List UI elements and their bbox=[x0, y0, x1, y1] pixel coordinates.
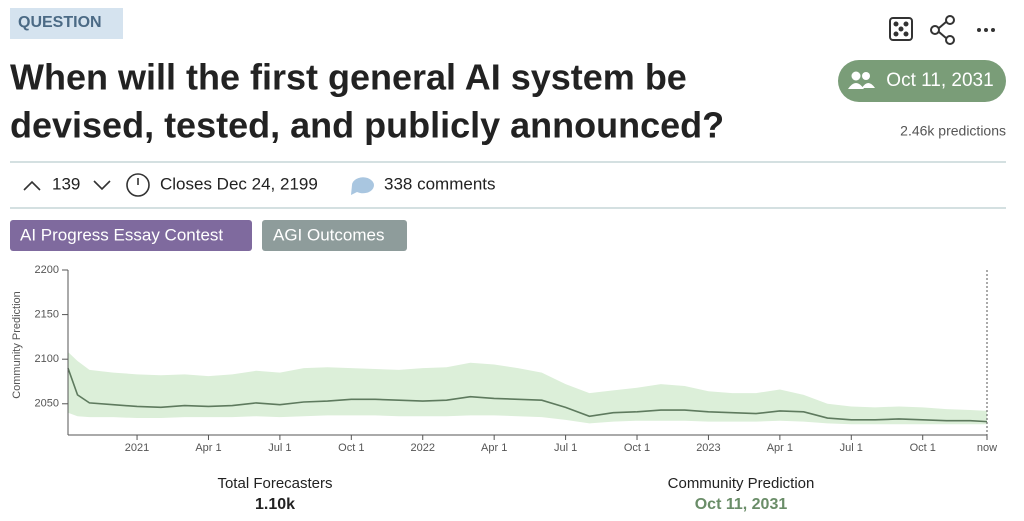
clock-icon bbox=[126, 173, 150, 197]
x-tick-label: Apr 1 bbox=[767, 442, 793, 454]
upvote[interactable] bbox=[23, 180, 41, 191]
stat-label: Total Forecasters bbox=[217, 475, 332, 492]
vote-count: 139 bbox=[52, 174, 80, 193]
y-tick-label: 2150 bbox=[35, 309, 59, 321]
predictions-count: 2.46k predictions bbox=[900, 123, 1006, 139]
question-tag: QUESTION bbox=[18, 14, 102, 31]
tag[interactable]: AI Progress Essay Contest bbox=[20, 225, 223, 244]
tag-bg[interactable] bbox=[262, 220, 407, 251]
comment-icon bbox=[351, 177, 374, 195]
x-tick-label: Jul 1 bbox=[554, 442, 577, 454]
tag-bg[interactable] bbox=[10, 220, 252, 251]
y-tick-label: 2100 bbox=[35, 353, 59, 365]
stat-value: Oct 11, 2031 bbox=[695, 496, 788, 513]
title-line: devised, tested, and publicly announced? bbox=[10, 105, 724, 146]
closes-date: Closes Dec 24, 2199 bbox=[160, 174, 318, 193]
x-tick-label: 2022 bbox=[411, 442, 435, 454]
pill-value: Oct 11, 2031 bbox=[886, 70, 993, 91]
stat-value: 1.10k bbox=[255, 496, 295, 513]
people-icon bbox=[848, 71, 875, 89]
x-tick-label: Oct 1 bbox=[624, 442, 650, 454]
prediction-pill bbox=[838, 60, 1006, 102]
x-tick-label: Apr 1 bbox=[195, 442, 221, 454]
share-icon[interactable] bbox=[930, 15, 955, 45]
y-tick-label: 2200 bbox=[35, 264, 59, 276]
x-tick-label: 2021 bbox=[125, 442, 149, 454]
stat-label: Community Prediction bbox=[668, 475, 815, 492]
x-tick-label: now bbox=[977, 442, 997, 454]
x-tick-label: Apr 1 bbox=[481, 442, 507, 454]
comments-count[interactable]: 338 comments bbox=[384, 174, 496, 193]
title-line: When will the first general AI system be bbox=[10, 57, 687, 98]
x-tick-label: Jul 1 bbox=[840, 442, 863, 454]
tag[interactable]: AGI Outcomes bbox=[273, 225, 384, 244]
tag-bg bbox=[10, 8, 123, 39]
median-line bbox=[67, 367, 988, 423]
dice-icon[interactable] bbox=[889, 17, 913, 41]
x-tick-label: Oct 1 bbox=[910, 442, 936, 454]
more-icon[interactable] bbox=[977, 28, 995, 32]
y-axis-label: Community Prediction bbox=[11, 291, 23, 399]
x-tick-label: 2023 bbox=[696, 442, 720, 454]
downvote[interactable] bbox=[93, 180, 111, 191]
x-tick-label: Jul 1 bbox=[268, 442, 291, 454]
prediction-band bbox=[68, 352, 987, 425]
x-tick-label: Oct 1 bbox=[338, 442, 364, 454]
y-tick-label: 2050 bbox=[35, 398, 59, 410]
